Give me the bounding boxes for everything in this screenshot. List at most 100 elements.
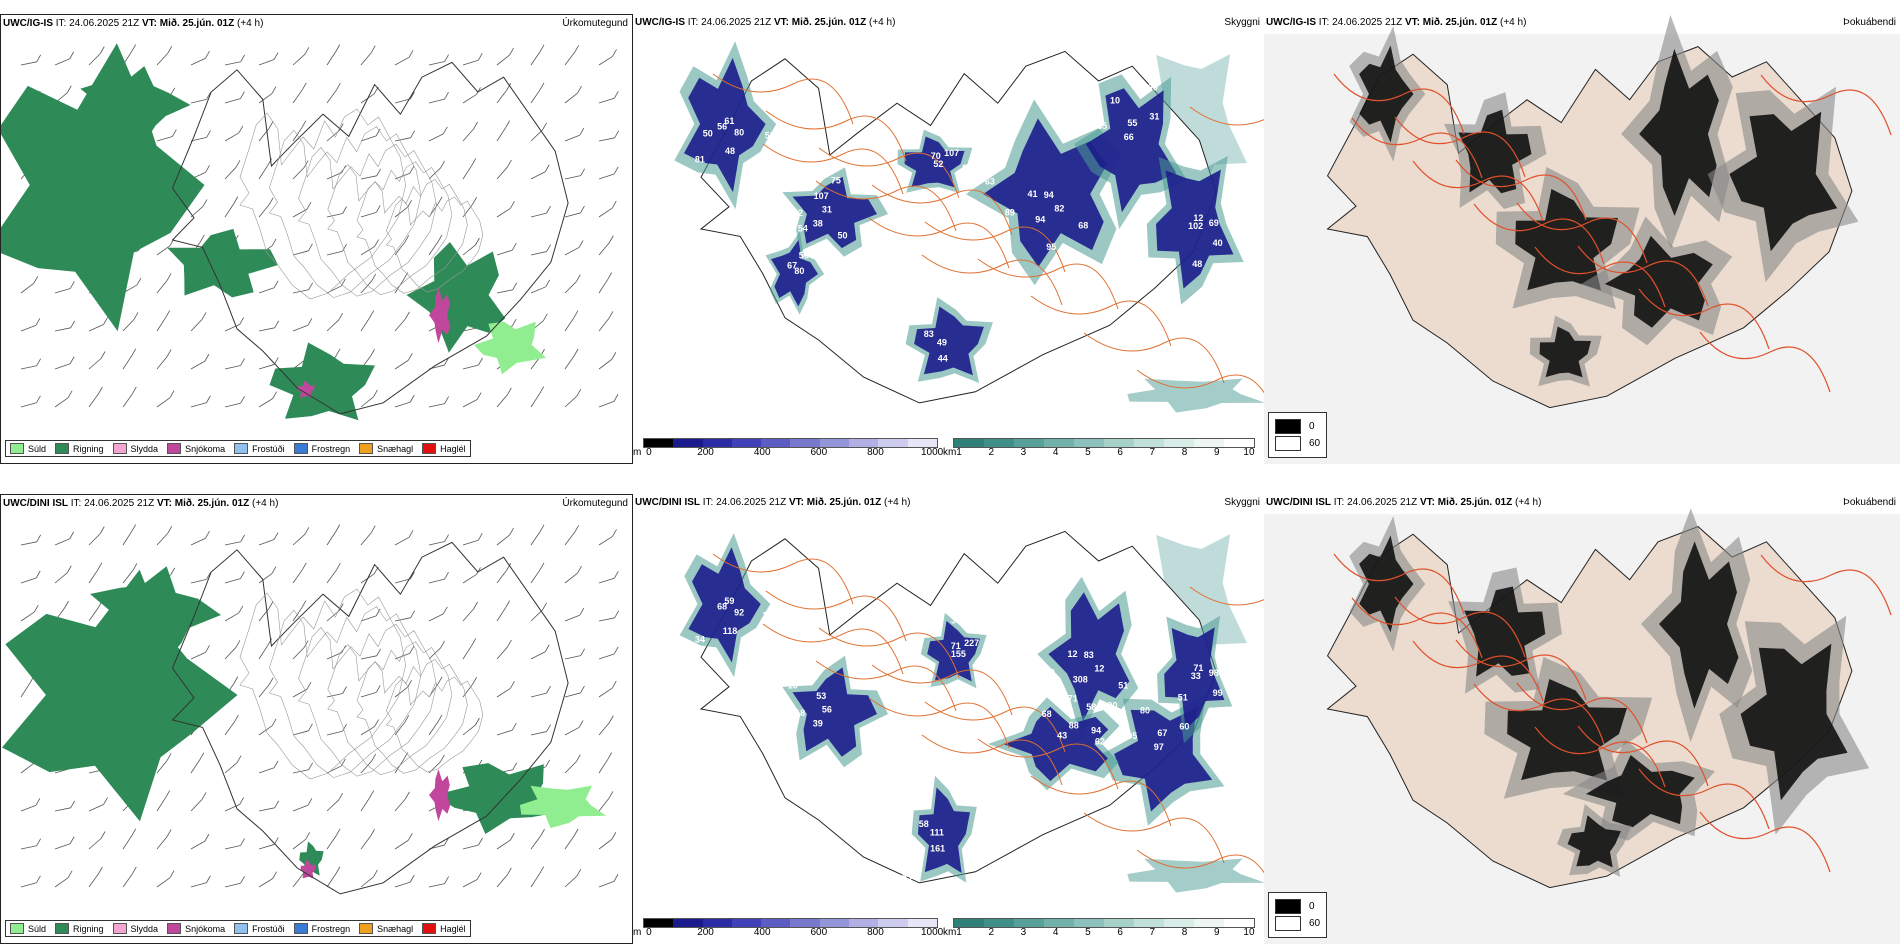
road-line xyxy=(977,258,1119,310)
wind-barb xyxy=(190,531,210,546)
panel-field-label: Þokuábendi xyxy=(1843,17,1896,28)
contour-line xyxy=(327,161,453,296)
scale-tick-label: 1000 xyxy=(920,927,944,938)
wind-barb xyxy=(292,318,313,332)
wind-barb xyxy=(360,45,376,66)
wind-barb xyxy=(598,272,613,294)
wind-barb xyxy=(394,353,413,370)
road-line xyxy=(1455,159,1587,221)
cloud-base-value: 67 xyxy=(1157,728,1167,738)
cloud-base-value: 67 xyxy=(812,652,822,662)
wind-barb xyxy=(326,562,341,584)
wind-barb xyxy=(360,525,376,546)
wind-barb xyxy=(190,752,205,774)
road-line xyxy=(1516,682,1648,744)
scale-tick-label: 6 xyxy=(1117,447,1123,458)
road-line xyxy=(1699,811,1831,873)
wind-barb xyxy=(54,836,75,850)
wind-barb xyxy=(394,394,415,408)
road-line xyxy=(868,697,1010,749)
wind-barb xyxy=(360,389,378,408)
scale-tick-label: 600 xyxy=(810,927,828,938)
fog-index-low xyxy=(1464,586,1546,677)
fog-index-low xyxy=(1359,535,1414,633)
legend-swatch xyxy=(1275,419,1301,434)
wind-barb xyxy=(462,357,483,370)
cloud-base-value: 54 xyxy=(812,152,822,162)
wind-barb xyxy=(122,563,138,584)
wind-barb xyxy=(360,648,382,660)
wind-barb xyxy=(224,54,246,66)
legend-item: Slydda xyxy=(112,923,158,934)
cloud-base-value: 97 xyxy=(1154,742,1164,752)
wind-barb xyxy=(530,82,545,104)
precip-map xyxy=(1,43,620,421)
cloud-base-value: 92 xyxy=(821,256,831,266)
cloud-base-value: 56 xyxy=(717,122,727,132)
cloud-base-value: 10 xyxy=(1110,96,1120,106)
wind-barb xyxy=(258,718,277,736)
wind-barb xyxy=(428,160,445,180)
wind-barb xyxy=(190,130,211,142)
wind-barb xyxy=(360,239,379,256)
legend-swatch xyxy=(293,443,308,454)
road-line xyxy=(977,738,1119,790)
road-line xyxy=(1412,160,1544,222)
wind-barb xyxy=(564,168,585,180)
scale-tick-label: 2 xyxy=(988,447,995,458)
wind-barb xyxy=(326,866,341,888)
wind-barb xyxy=(292,832,311,850)
wind-barb xyxy=(496,867,512,888)
wind-barb xyxy=(156,526,173,546)
wind-barb xyxy=(326,686,347,698)
wind-barb xyxy=(428,754,445,774)
wind-barb xyxy=(326,44,341,66)
cloud-base-value: 99 xyxy=(1213,688,1223,698)
wind-barb xyxy=(156,390,175,408)
wind-barb xyxy=(54,870,73,888)
legend-item: 60 xyxy=(1275,916,1320,931)
wind-barb xyxy=(564,565,582,584)
low-cloud-area xyxy=(1003,706,1109,782)
wind-barb xyxy=(462,87,481,104)
wind-barb xyxy=(54,565,72,584)
wind-barb xyxy=(122,866,137,888)
cloud-base-value: 50 xyxy=(931,125,941,135)
scale-tick-label: 1 xyxy=(956,927,962,938)
low-cloud-area xyxy=(792,176,877,249)
cloud-base-scale: m 0 200 400 600 800 1000 xyxy=(633,918,943,940)
cloud-base-value: 308 xyxy=(1073,675,1088,685)
legend-label: Haglél xyxy=(440,443,466,454)
wind-barb xyxy=(564,205,585,218)
low-cloud-area xyxy=(917,787,970,873)
cloud-base-value: 68 xyxy=(1042,709,1052,719)
wind-barb xyxy=(360,608,381,622)
scale-tick-label: 3 xyxy=(1020,927,1027,938)
wind-barb xyxy=(598,235,614,256)
wind-barb xyxy=(156,310,170,332)
wind-barb xyxy=(156,273,172,294)
wind-barb xyxy=(292,120,307,142)
scale-tick-label: 400 xyxy=(753,927,771,938)
wind-barb xyxy=(190,353,210,370)
legend-label: 60 xyxy=(1309,918,1321,929)
wind-barb xyxy=(258,197,274,218)
wind-barb xyxy=(190,833,210,850)
cloud-base-value: 98 xyxy=(1209,668,1219,678)
legend-label: Súld xyxy=(28,923,47,934)
road-line xyxy=(1136,849,1264,874)
wind-barb xyxy=(530,122,547,142)
rain-area xyxy=(90,566,221,662)
cloud-base-value: 87 xyxy=(914,354,924,364)
scale-color-step xyxy=(1014,439,1044,447)
low-cloud-area xyxy=(771,240,818,307)
cloud-base-value: 73 xyxy=(788,181,798,191)
wind-barb xyxy=(360,869,378,888)
wind-barb xyxy=(20,838,42,850)
wind-barb xyxy=(530,205,551,218)
wind-barb xyxy=(190,199,208,218)
road-line xyxy=(1577,725,1709,787)
scale-color-step xyxy=(644,919,674,927)
road-line xyxy=(815,180,957,232)
wind-barb xyxy=(462,677,477,698)
